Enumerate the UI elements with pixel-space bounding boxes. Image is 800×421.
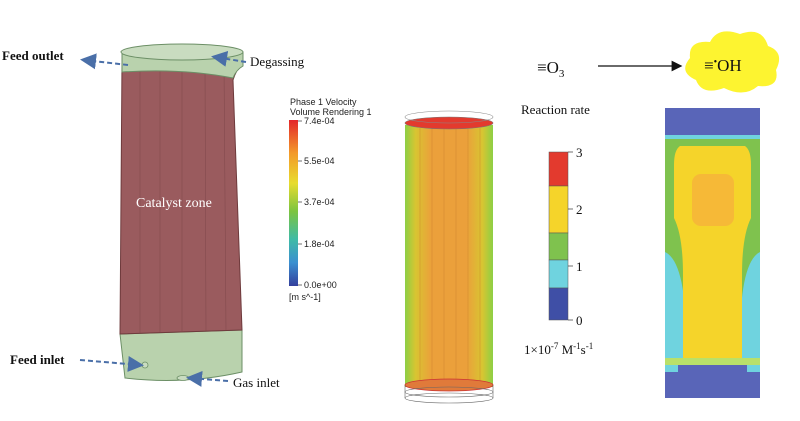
- rate-band-2: [548, 185, 569, 234]
- velocity-colorbar-ticks: [298, 120, 302, 286]
- rate-tick-2: 2: [576, 202, 583, 217]
- velocity-tick-4: 0.0e+00: [304, 280, 337, 290]
- catalyst-zone-label: Catalyst zone: [136, 196, 212, 211]
- reaction-rate-contour: [665, 108, 760, 398]
- velocity-colorbar-title-2: Volume Rendering 1: [290, 107, 372, 117]
- contour-bottom-base: [665, 372, 760, 398]
- feed-inlet-port: [141, 361, 149, 369]
- velocity-tick-3: 1.8e-04: [304, 239, 335, 249]
- gas-inlet-zone: [119, 329, 243, 381]
- velocity-cylinder: [404, 110, 494, 404]
- rate-band-0: [548, 287, 569, 321]
- gas-inlet-label: Gas inlet: [233, 375, 280, 390]
- rate-tick-1: 1: [576, 259, 583, 274]
- reaction-rate-title: Reaction rate: [521, 102, 590, 117]
- rate-band-1: [548, 259, 569, 289]
- reaction-rate-ticks: [568, 151, 573, 321]
- velocity-tick-1: 5.5e-04: [304, 156, 335, 166]
- reactant-ozone: ≡O3: [537, 58, 565, 80]
- contour-top-band: [665, 108, 760, 135]
- rate-tick-3: 3: [576, 145, 583, 160]
- contour-bottom-green: [665, 358, 760, 365]
- reaction-rate-unit: 1×10-7 M-1s-1: [524, 341, 593, 357]
- velocity-cylinder-bottom: [404, 378, 494, 392]
- reactor-geometry: [119, 43, 245, 381]
- degassing-arrow: [211, 51, 247, 67]
- hydroxyl-cloud: [685, 31, 780, 93]
- degassing-label: Degassing: [250, 54, 305, 69]
- rate-tick-0: 0: [576, 313, 583, 328]
- product-hydroxyl-radical: ≡•OH: [704, 56, 742, 75]
- reactor-top-cap: [120, 43, 244, 61]
- velocity-tick-0: 7.4e-04: [304, 116, 335, 126]
- gas-inlet-arrow: [186, 370, 229, 387]
- reaction-rate-colorbar: [548, 151, 569, 321]
- feed-inlet-arrow: [79, 356, 144, 372]
- gas-inlet-port: [176, 375, 190, 381]
- velocity-colorbar-title-1: Phase 1 Velocity: [290, 97, 357, 107]
- rate-band-3: [548, 151, 569, 187]
- rate-band-1-5: [548, 232, 569, 261]
- reactor-internal-lines: [139, 65, 227, 333]
- velocity-colorbar: [289, 120, 298, 286]
- contour-orange-core: [692, 174, 734, 226]
- feed-inlet-label: Feed inlet: [10, 352, 65, 367]
- velocity-tick-2: 3.7e-04: [304, 197, 335, 207]
- feed-outlet-arrow: [80, 53, 129, 70]
- feed-outlet-label: Feed outlet: [2, 48, 64, 63]
- velocity-colorbar-unit: [m s^-1]: [289, 292, 321, 302]
